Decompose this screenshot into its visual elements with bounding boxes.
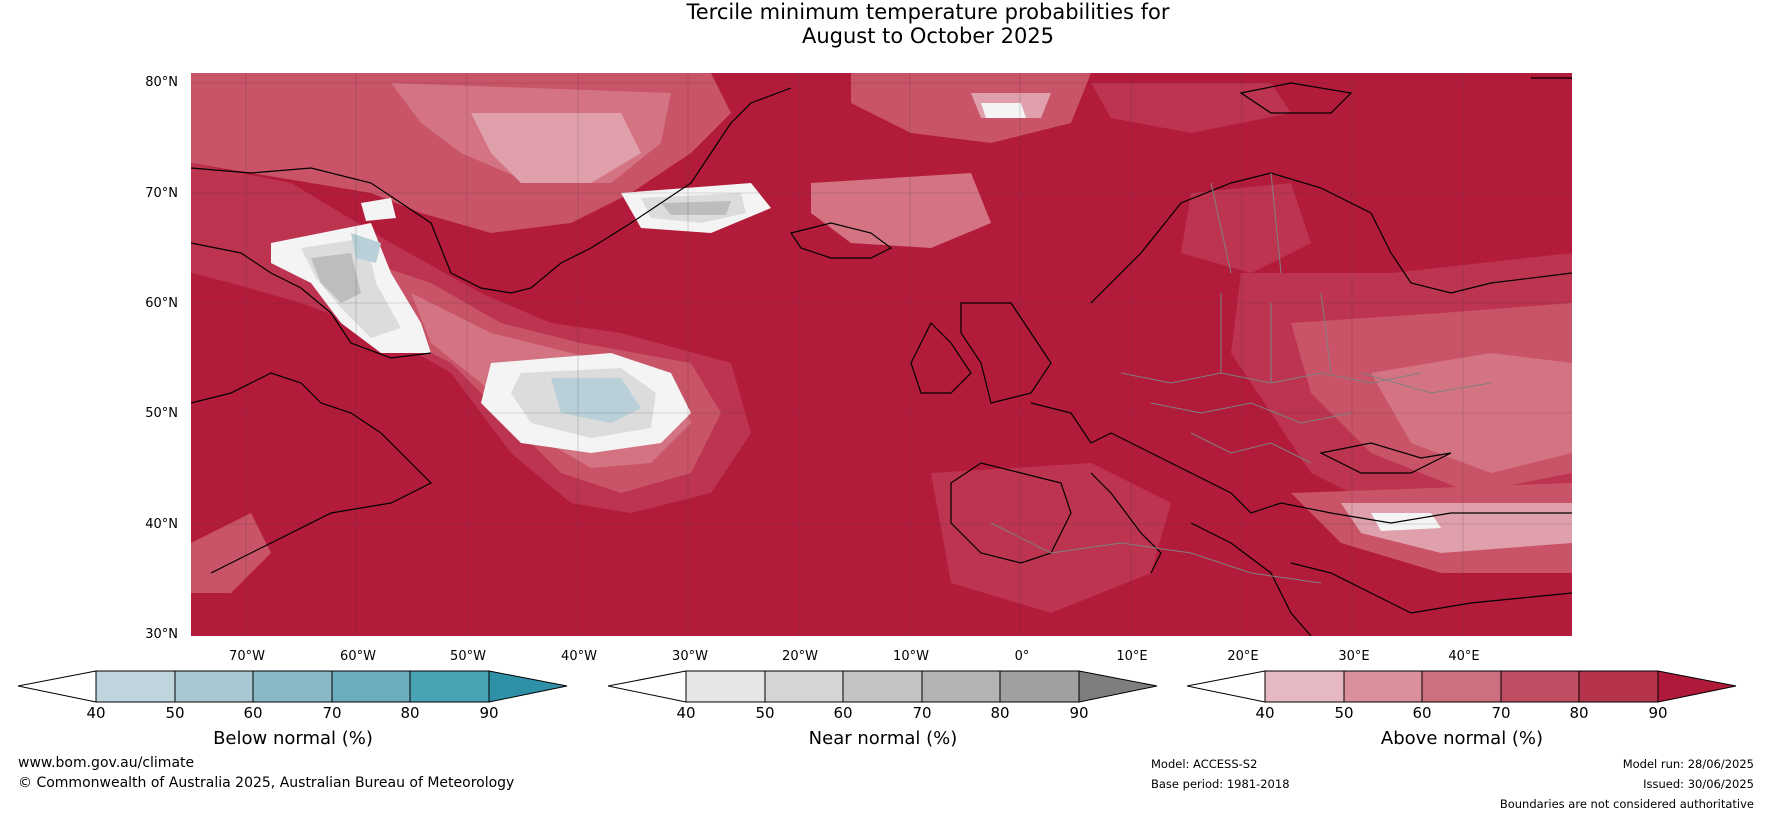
- map-canvas: [191, 73, 1572, 636]
- above-tick-60: 60: [1412, 704, 1432, 722]
- lon-label-70w: 70°W: [229, 649, 265, 664]
- near-tick-70: 70: [912, 704, 932, 722]
- lon-label-0: 0°: [1014, 649, 1030, 664]
- graticule: [191, 73, 1572, 636]
- lon-label-10e: 10°E: [1116, 649, 1148, 664]
- below-tick-60: 60: [243, 704, 263, 722]
- below-tick-80: 80: [400, 704, 420, 722]
- lat-label-30n: 30°N: [145, 627, 178, 642]
- country-borders: [990, 172, 1492, 584]
- colorbar-above-normal-swatches: [1186, 670, 1737, 703]
- near-normal-contours: [271, 103, 1441, 531]
- lon-label-50w: 50°W: [450, 649, 486, 664]
- near-normal-title: Near normal (%): [808, 728, 958, 749]
- near-tick-50: 50: [755, 704, 775, 722]
- colorbar-below-normal-swatches: [17, 670, 568, 703]
- footer-disclaimer: Boundaries are not considered authoritat…: [1499, 797, 1754, 811]
- footer-copyright: © Commonwealth of Australia 2025, Austra…: [18, 775, 515, 791]
- lon-label-40w: 40°W: [561, 649, 597, 664]
- lon-label-30e: 30°E: [1338, 649, 1370, 664]
- lon-label-10w: 10°W: [893, 649, 929, 664]
- colorbar-below-normal: [17, 669, 568, 709]
- probability-map: [191, 73, 1572, 636]
- lon-label-40e: 40°E: [1448, 649, 1480, 664]
- below-normal-title: Below normal (%): [213, 728, 373, 749]
- near-tick-40: 40: [676, 704, 696, 722]
- footer-issued: Issued: 30/06/2025: [1643, 777, 1754, 791]
- below-tick-70: 70: [322, 704, 342, 722]
- near-tick-80: 80: [990, 704, 1010, 722]
- chart-title: Tercile minimum temperature probabilitie…: [0, 0, 1770, 48]
- title-line-2: August to October 2025: [801, 24, 1055, 48]
- near-tick-60: 60: [833, 704, 853, 722]
- lat-label-60n: 60°N: [145, 296, 178, 311]
- above-tick-70: 70: [1491, 704, 1511, 722]
- lat-label-70n: 70°N: [145, 186, 178, 201]
- lat-label-40n: 40°N: [145, 517, 178, 532]
- colorbar-near-normal-swatches: [607, 670, 1158, 703]
- footer-model: Model: ACCESS-S2: [1151, 757, 1258, 771]
- footer-model-run: Model run: 28/06/2025: [1622, 757, 1754, 771]
- lat-label-80n: 80°N: [145, 75, 178, 90]
- lon-label-30w: 30°W: [672, 649, 708, 664]
- below-tick-90: 90: [479, 704, 499, 722]
- footer-base-period: Base period: 1981-2018: [1151, 777, 1290, 791]
- coastlines: [191, 77, 1572, 636]
- near-tick-90: 90: [1069, 704, 1089, 722]
- above-tick-40: 40: [1255, 704, 1275, 722]
- colorbar-above-normal: [1186, 669, 1737, 709]
- lon-label-60w: 60°W: [340, 649, 376, 664]
- above-tick-90: 90: [1648, 704, 1668, 722]
- lon-label-20w: 20°W: [782, 649, 818, 664]
- lat-label-50n: 50°N: [145, 406, 178, 421]
- colorbar-near-normal: [607, 669, 1158, 709]
- above-tick-80: 80: [1569, 704, 1589, 722]
- title-line-1: Tercile minimum temperature probabilitie…: [686, 0, 1170, 24]
- footer-url: www.bom.gov.au/climate: [18, 755, 195, 771]
- below-tick-40: 40: [86, 704, 106, 722]
- below-tick-50: 50: [165, 704, 185, 722]
- above-tick-50: 50: [1334, 704, 1354, 722]
- above-normal-title: Above normal (%): [1380, 728, 1544, 749]
- lon-label-20e: 20°E: [1227, 649, 1259, 664]
